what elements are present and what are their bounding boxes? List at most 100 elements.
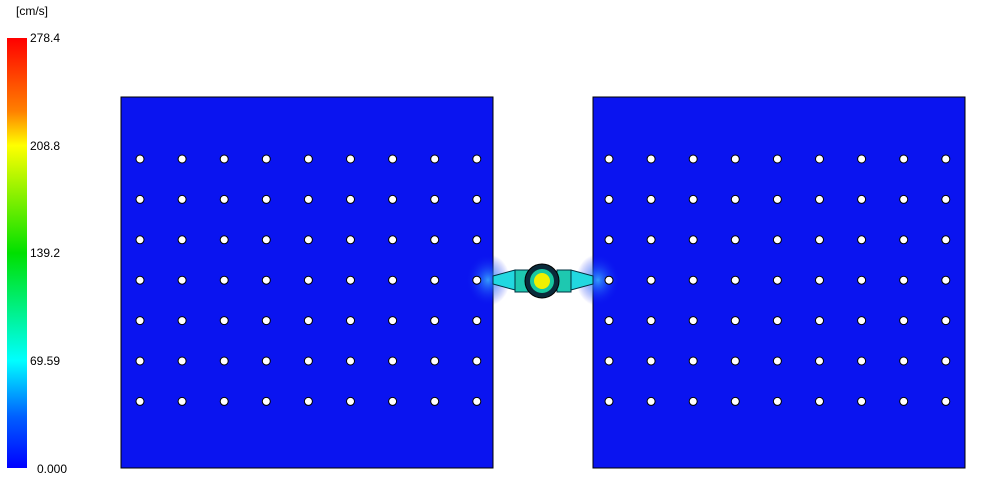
legend-tick-3: 139.2 bbox=[30, 246, 61, 260]
mold-hole bbox=[646, 316, 656, 326]
mold-hole bbox=[135, 316, 145, 326]
mold-hole bbox=[472, 194, 482, 204]
mold-hole bbox=[941, 316, 951, 326]
mold-hole bbox=[857, 235, 867, 245]
mold-hole bbox=[219, 154, 229, 164]
mold-hole bbox=[941, 154, 951, 164]
mold-hole bbox=[772, 356, 782, 366]
mold-hole bbox=[688, 154, 698, 164]
sprue-gate bbox=[534, 273, 550, 289]
mold-hole bbox=[219, 316, 229, 326]
mold-hole bbox=[177, 194, 187, 204]
mold-hole bbox=[604, 356, 614, 366]
mold-hole bbox=[899, 275, 909, 285]
mold-hole bbox=[430, 396, 440, 406]
mold-hole bbox=[899, 396, 909, 406]
legend-tick-2: 208.8 bbox=[30, 139, 61, 153]
mold-hole bbox=[135, 235, 145, 245]
mold-hole bbox=[219, 356, 229, 366]
mold-hole bbox=[772, 154, 782, 164]
mold-hole bbox=[646, 194, 656, 204]
mold-hole bbox=[646, 356, 656, 366]
mold-hole bbox=[772, 194, 782, 204]
mold-hole bbox=[430, 194, 440, 204]
mold-hole bbox=[941, 356, 951, 366]
mold-hole bbox=[303, 275, 313, 285]
mold-hole bbox=[177, 275, 187, 285]
mold-hole bbox=[815, 194, 824, 204]
mold-hole bbox=[604, 316, 614, 326]
mold-hole bbox=[177, 154, 187, 164]
mold-hole bbox=[219, 275, 229, 285]
mold-hole bbox=[730, 194, 740, 204]
mold-hole bbox=[688, 194, 698, 204]
mold-hole bbox=[941, 235, 951, 245]
legend-tick-min: 0.000 bbox=[37, 462, 68, 476]
mold-hole bbox=[688, 356, 698, 366]
mold-hole bbox=[857, 194, 867, 204]
mold-hole bbox=[388, 194, 398, 204]
mold-hole bbox=[135, 194, 145, 204]
mold-hole bbox=[730, 396, 740, 406]
mold-hole bbox=[472, 356, 482, 366]
mold-hole bbox=[688, 275, 698, 285]
mold-hole bbox=[177, 316, 187, 326]
mold-hole bbox=[472, 396, 482, 406]
mold-hole bbox=[430, 356, 440, 366]
mold-hole bbox=[303, 356, 313, 366]
legend-tick-4: 69.59 bbox=[30, 354, 61, 368]
mold-hole bbox=[388, 154, 398, 164]
mold-hole bbox=[219, 194, 229, 204]
mold-hole bbox=[346, 316, 355, 326]
mold-hole bbox=[815, 154, 824, 164]
mold-hole bbox=[177, 235, 187, 245]
mold-hole bbox=[772, 275, 782, 285]
mold-hole bbox=[472, 275, 482, 285]
mold-hole bbox=[899, 316, 909, 326]
mold-hole bbox=[688, 396, 698, 406]
mold-hole bbox=[388, 316, 398, 326]
mold-hole bbox=[346, 154, 355, 164]
mold-hole bbox=[815, 356, 824, 366]
mold-hole bbox=[261, 275, 271, 285]
mold-hole bbox=[430, 316, 440, 326]
mold-hole bbox=[772, 235, 782, 245]
mold-hole bbox=[857, 316, 867, 326]
mold-hole bbox=[857, 154, 867, 164]
mold-hole bbox=[219, 235, 229, 245]
mold-hole bbox=[303, 154, 313, 164]
mold-hole bbox=[941, 194, 951, 204]
mold-hole bbox=[941, 275, 951, 285]
mold-hole bbox=[430, 275, 440, 285]
mold-hole bbox=[346, 356, 355, 366]
mold-hole bbox=[472, 154, 482, 164]
mold-hole bbox=[261, 396, 271, 406]
mold-hole bbox=[730, 356, 740, 366]
mold-hole bbox=[346, 275, 355, 285]
mold-hole bbox=[899, 356, 909, 366]
mold-hole bbox=[730, 235, 740, 245]
mold-hole bbox=[688, 316, 698, 326]
mold-hole bbox=[857, 396, 867, 406]
mold-hole bbox=[772, 396, 782, 406]
mold-hole bbox=[303, 194, 313, 204]
mold-hole bbox=[430, 235, 440, 245]
mold-hole bbox=[646, 396, 656, 406]
mold-hole bbox=[177, 396, 187, 406]
mold-hole bbox=[135, 396, 145, 406]
left-inlet-glow bbox=[466, 254, 510, 306]
mold-hole bbox=[815, 316, 824, 326]
mold-hole bbox=[941, 396, 951, 406]
mold-hole bbox=[346, 194, 355, 204]
mold-hole bbox=[430, 154, 440, 164]
mold-hole bbox=[472, 235, 482, 245]
mold-hole bbox=[303, 396, 313, 406]
mold-hole bbox=[899, 194, 909, 204]
mold-hole bbox=[815, 235, 824, 245]
velocity-colorbar bbox=[7, 38, 27, 468]
mold-hole bbox=[303, 316, 313, 326]
mold-hole bbox=[388, 396, 398, 406]
mold-hole bbox=[219, 396, 229, 406]
mold-hole bbox=[815, 275, 824, 285]
